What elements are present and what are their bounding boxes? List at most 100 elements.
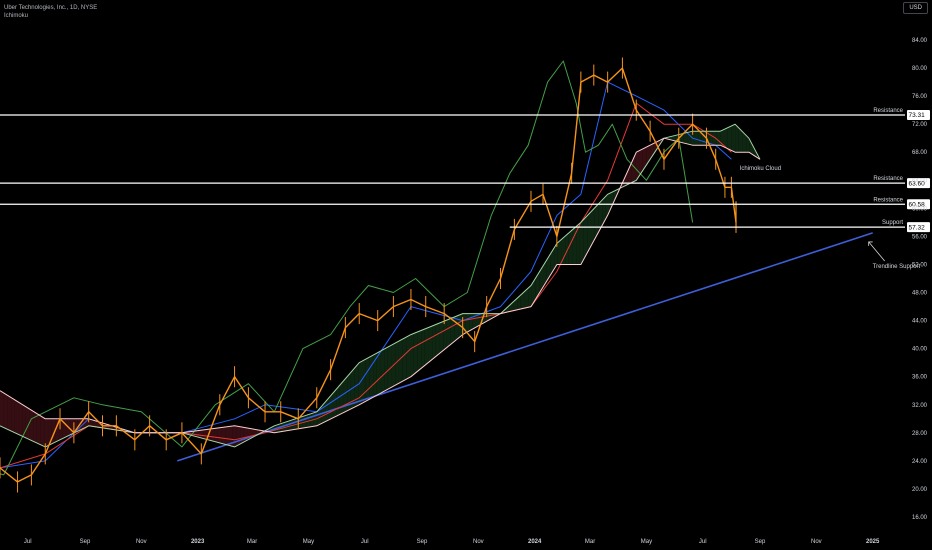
cloud-segment xyxy=(325,397,329,422)
y-tick-label: 84.00 xyxy=(912,38,928,44)
cloud-segment xyxy=(421,328,425,369)
y-tick-label: 36.00 xyxy=(912,375,928,381)
cloud-segment xyxy=(203,429,207,440)
cloud-segment xyxy=(217,427,222,444)
cloud-segment xyxy=(602,196,606,226)
cloud-segment xyxy=(29,409,34,442)
level-label: Resistance xyxy=(873,197,903,203)
level-value-label: 73.31 xyxy=(909,112,926,119)
y-tick-label: 60.00 xyxy=(912,206,928,212)
x-tick-label: 2025 xyxy=(866,539,880,545)
x-tick-label: Sep xyxy=(417,539,428,545)
cloud-segment xyxy=(554,242,558,269)
indicator-label[interactable]: Ichimoku xyxy=(4,13,29,19)
level-value-tag xyxy=(907,109,930,120)
level-value-tag xyxy=(907,222,930,233)
x-tick-label: May xyxy=(641,539,652,545)
y-tick-label: 52.00 xyxy=(912,262,928,268)
x-tick-label: Nov xyxy=(811,539,822,545)
lagging-span-line[interactable] xyxy=(0,60,694,476)
level-label: Support xyxy=(882,220,903,226)
cloud-segment xyxy=(44,418,49,447)
cloud-segment xyxy=(565,232,569,265)
cloud-segment xyxy=(236,426,241,446)
annotation-arrowhead xyxy=(868,241,873,246)
cloud-segment xyxy=(413,331,418,375)
cloud-segment xyxy=(716,131,721,146)
y-tick-label: 80.00 xyxy=(912,66,928,72)
x-tick-label: Sep xyxy=(755,539,766,545)
conversion-line-line[interactable] xyxy=(0,81,732,469)
x-tick-label: Jul xyxy=(699,539,707,545)
cloud-segment xyxy=(284,421,289,432)
cloud-segment xyxy=(402,337,407,382)
cloud-segment xyxy=(343,376,348,413)
cloud-segment xyxy=(531,277,536,306)
cloud-segment xyxy=(358,361,362,406)
y-tick-label: 16.00 xyxy=(912,515,928,521)
cloud-segment xyxy=(683,132,688,144)
cloud-segment xyxy=(469,313,473,332)
cloud-segment xyxy=(465,313,470,334)
y-tick-label: 64.00 xyxy=(912,178,928,184)
cloud-segment xyxy=(443,319,447,351)
y-tick-label: 68.00 xyxy=(912,150,928,156)
cloud-segment xyxy=(380,349,385,394)
cloud-segment xyxy=(88,418,93,427)
cloud-segment xyxy=(11,397,15,433)
cloud-segment xyxy=(627,162,632,185)
cloud-segment xyxy=(362,359,366,404)
cloud-segment xyxy=(225,426,230,446)
cloud-segment xyxy=(376,351,381,396)
cloud-segment xyxy=(550,247,555,275)
annotation-arrow xyxy=(868,241,885,262)
x-tick-label: Mar xyxy=(247,539,257,545)
cloud-segment xyxy=(724,127,728,149)
cloud-segment xyxy=(698,131,702,146)
cloud-segment xyxy=(509,301,514,312)
currency-button[interactable]: USD xyxy=(903,2,928,14)
cloud-segment xyxy=(672,135,676,142)
cloud-segment xyxy=(22,404,26,438)
cloud-segment xyxy=(395,341,399,386)
cloud-segment xyxy=(738,127,743,153)
annotation-text: Trendline Support xyxy=(873,264,921,270)
cloud-segment xyxy=(221,427,226,445)
cloud-segment xyxy=(594,203,599,240)
span-a-line[interactable] xyxy=(0,123,761,448)
x-tick-label: Mar xyxy=(585,539,595,545)
cloud-segment xyxy=(387,345,392,390)
cloud-segment xyxy=(517,294,521,310)
x-tick-label: Jul xyxy=(24,539,32,545)
cloud-segment xyxy=(229,426,233,447)
base-line-line[interactable] xyxy=(0,102,732,469)
cloud-segment xyxy=(435,322,440,357)
price-line[interactable] xyxy=(0,67,737,483)
cloud-segment xyxy=(339,380,344,415)
cloud-segment xyxy=(384,347,388,392)
cloud-segment xyxy=(365,357,370,402)
cloud-segment xyxy=(291,418,296,430)
cloud-segment xyxy=(417,330,422,372)
cloud-segment xyxy=(579,219,584,265)
cloud-segment xyxy=(410,333,414,378)
cloud-segment xyxy=(240,426,244,444)
cloud-segment xyxy=(735,124,739,153)
cloud-segment xyxy=(25,406,30,440)
cloud-segment xyxy=(746,135,750,153)
cloud-segment xyxy=(373,353,377,398)
level-value-label: 60.58 xyxy=(909,201,926,208)
cloud-segment xyxy=(568,229,573,265)
y-tick-label: 40.00 xyxy=(912,347,928,353)
cloud-segment xyxy=(587,211,592,253)
cloud-segment xyxy=(424,327,429,366)
cloud-segment xyxy=(742,131,747,153)
cloud-segment xyxy=(210,428,215,442)
cloud-segment xyxy=(40,415,45,447)
cloud-segment xyxy=(7,395,12,431)
cloud-segment xyxy=(214,428,218,443)
trendline-support[interactable] xyxy=(177,232,873,462)
y-tick-label: 48.00 xyxy=(912,291,928,297)
cloud-segment xyxy=(439,321,444,354)
